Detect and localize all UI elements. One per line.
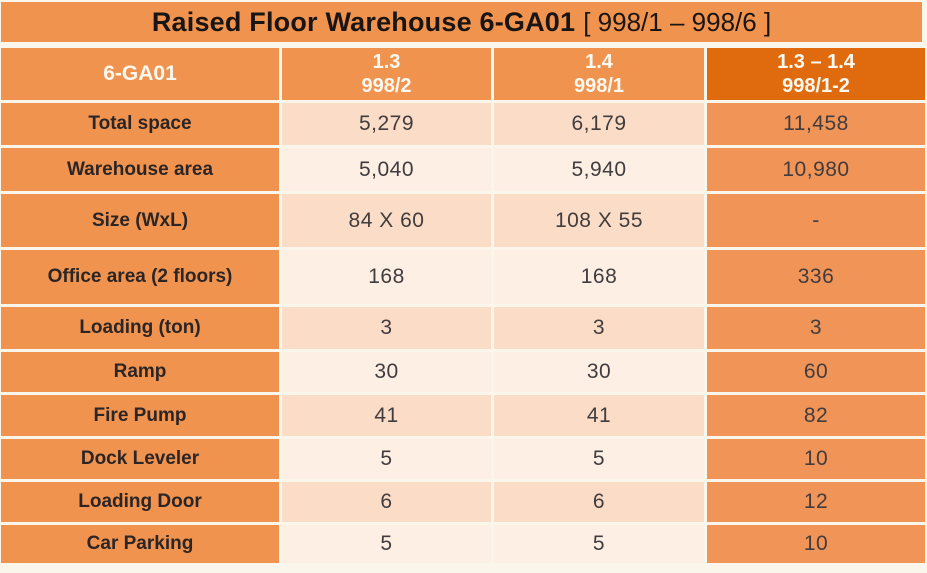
row-label-loading-door: Loading Door bbox=[1, 482, 279, 522]
cell-loading-door-combined: 12 bbox=[707, 482, 925, 522]
header-line: 1.3 bbox=[372, 50, 401, 73]
cell-loading-ton-1-3: 3 bbox=[282, 307, 491, 349]
table-title: Raised Floor Warehouse 6-GA01 bbox=[151, 6, 576, 37]
row-label-office-area: Office area (2 floors) bbox=[1, 250, 279, 304]
cell-warehouse-area-combined: 10,980 bbox=[707, 148, 925, 191]
cell-ramp-1-4: 30 bbox=[494, 352, 704, 392]
table-title-bar: Raised Floor Warehouse 6-GA01 [ 998/1 – … bbox=[1, 2, 922, 42]
row-label-size: Size (WxL) bbox=[1, 194, 279, 247]
cell-fire-pump-combined: 82 bbox=[707, 395, 925, 436]
header-cell-building: 6-GA01 bbox=[1, 48, 279, 100]
cell-dock-leveler-1-4: 5 bbox=[494, 439, 704, 479]
cell-loading-ton-combined: 3 bbox=[707, 307, 925, 349]
cell-total-space-1-3: 5,279 bbox=[282, 103, 491, 145]
cell-loading-door-1-3: 6 bbox=[282, 482, 491, 522]
header-cell-unit-1-4: 1.4 998/1 bbox=[494, 48, 704, 100]
cell-dock-leveler-combined: 10 bbox=[707, 439, 925, 479]
cell-fire-pump-1-3: 41 bbox=[282, 395, 491, 436]
cell-office-area-1-3: 168 bbox=[282, 250, 491, 304]
cell-car-parking-1-4: 5 bbox=[494, 525, 704, 563]
cell-size-1-4: 108 X 55 bbox=[494, 194, 704, 247]
row-label-ramp: Ramp bbox=[1, 352, 279, 392]
cell-size-1-3: 84 X 60 bbox=[282, 194, 491, 247]
cell-office-area-1-4: 168 bbox=[494, 250, 704, 304]
row-label-dock-leveler: Dock Leveler bbox=[1, 439, 279, 479]
cell-total-space-combined: 11,458 bbox=[707, 103, 925, 145]
cell-car-parking-1-3: 5 bbox=[282, 525, 491, 563]
table-title-range: [ 998/1 – 998/6 ] bbox=[583, 6, 772, 37]
header-cell-unit-1-3: 1.3 998/2 bbox=[282, 48, 491, 100]
header-line: 1.4 bbox=[585, 50, 613, 73]
header-line: 998/2 bbox=[361, 75, 412, 97]
header-line: 998/1-2 bbox=[782, 75, 850, 97]
row-label-loading-ton: Loading (ton) bbox=[1, 307, 279, 349]
cell-dock-leveler-1-3: 5 bbox=[282, 439, 491, 479]
row-label-car-parking: Car Parking bbox=[1, 525, 279, 563]
cell-loading-ton-1-4: 3 bbox=[494, 307, 704, 349]
cell-total-space-1-4: 6,179 bbox=[494, 103, 704, 145]
header-line: 998/1 bbox=[573, 75, 625, 97]
cell-size-combined: - bbox=[707, 194, 925, 247]
cell-ramp-combined: 60 bbox=[707, 352, 925, 392]
header-cell-combined: 1.3 – 1.4 998/1-2 bbox=[707, 48, 925, 100]
cell-warehouse-area-1-3: 5,040 bbox=[282, 148, 491, 191]
header-line: 1.3 – 1.4 bbox=[777, 50, 855, 73]
cell-warehouse-area-1-4: 5,940 bbox=[494, 148, 704, 191]
row-label-warehouse-area: Warehouse area bbox=[1, 148, 279, 191]
header-label: 6-GA01 bbox=[103, 62, 177, 86]
cell-loading-door-1-4: 6 bbox=[494, 482, 704, 522]
cell-car-parking-combined: 10 bbox=[707, 525, 925, 563]
cell-office-area-combined: 336 bbox=[707, 250, 925, 304]
warehouse-table: 6-GA01 1.3 998/2 1.4 998/1 1.3 – 1.4 998… bbox=[1, 48, 925, 563]
cell-ramp-1-3: 30 bbox=[282, 352, 491, 392]
cell-fire-pump-1-4: 41 bbox=[494, 395, 704, 436]
row-label-total-space: Total space bbox=[1, 103, 279, 145]
row-label-fire-pump: Fire Pump bbox=[1, 395, 279, 436]
